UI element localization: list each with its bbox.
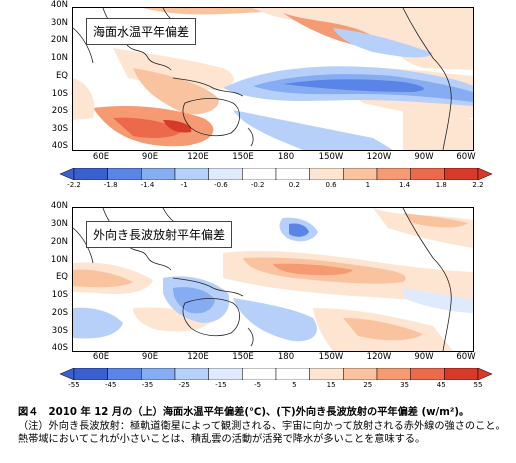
lat-label: 40S	[51, 343, 68, 353]
colorbar-swatch	[73, 368, 108, 380]
colorbar-swatch	[275, 368, 310, 380]
lat-label: 20N	[50, 35, 68, 45]
colorbar-swatch	[275, 168, 310, 180]
colorbar-swatch	[174, 168, 209, 180]
lat-label: 30S	[51, 124, 68, 134]
colorbar-arrow-low	[60, 168, 75, 180]
sst-colorbar	[60, 168, 492, 180]
colorbar-tick-label: 55	[473, 381, 483, 389]
colorbar-swatch	[376, 368, 411, 380]
lon-label: 180	[277, 152, 295, 162]
lat-label: 30N	[50, 18, 68, 28]
colorbar-tick-label: -35	[141, 381, 154, 389]
colorbar-tick-label: -5	[254, 381, 262, 389]
colorbar-swatch	[343, 368, 378, 380]
lon-label: 120E	[187, 352, 209, 362]
colorbar-tick-label: 45	[436, 381, 446, 389]
lat-label: 30N	[50, 219, 68, 229]
colorbar-swatch	[444, 368, 479, 380]
lon-label: 60W	[456, 152, 476, 162]
colorbar-arrow-high	[477, 168, 492, 180]
colorbar-swatch	[242, 168, 277, 180]
colorbar-tick-label: 1.4	[398, 181, 411, 189]
lat-label: EQ	[55, 71, 68, 81]
colorbar-tick-label: -2.2	[67, 181, 81, 189]
colorbar-tick-label: -0.2	[250, 181, 265, 189]
colorbar-swatch	[376, 168, 411, 180]
lon-label: 150E	[232, 152, 254, 162]
colorbar-swatch	[444, 168, 479, 180]
colorbar-tick-label: 0.2	[288, 181, 300, 189]
lat-label: 10S	[51, 290, 68, 300]
colorbar-tick-label: 2.2	[472, 181, 484, 189]
colorbar-tick-label: -45	[105, 381, 117, 389]
colorbar-tick-label: -1.8	[103, 181, 118, 189]
lon-label: 120W	[366, 352, 392, 362]
lon-label: 90W	[414, 352, 434, 362]
lon-label: 90E	[141, 152, 159, 162]
lon-label: 90W	[414, 152, 434, 162]
colorbar-swatch	[141, 368, 176, 380]
colorbar-tick-label: 5	[292, 381, 297, 389]
colorbar-swatch	[73, 168, 108, 180]
lon-label: 60E	[92, 352, 110, 362]
colorbar-tick-label: 0.6	[325, 181, 337, 189]
colorbar-tick-label: 1	[365, 181, 371, 189]
colorbar-arrow-low	[60, 368, 75, 380]
colorbar-tick-label: 35	[400, 381, 409, 389]
colorbar-tick-label: 25	[363, 381, 373, 389]
caption-head: 図４ 2010 年 12 月の（上）海面水温平年偏差(℃)、(下)外向き長波放射…	[18, 407, 470, 418]
lon-label: 120E	[187, 152, 209, 162]
olr-anomaly-map	[72, 207, 474, 352]
colorbar-arrow-high	[477, 368, 492, 380]
colorbar-swatch	[208, 368, 243, 380]
colorbar-tick-label: 1.8	[435, 181, 447, 189]
lat-label: EQ	[55, 272, 68, 282]
colorbar-swatch	[309, 168, 344, 180]
lat-label: 20N	[50, 237, 68, 247]
colorbar-tick-label: -25	[178, 381, 190, 389]
figure-caption: 図４ 2010 年 12 月の（上）海面水温平年偏差(℃)、(下)外向き長波放射…	[18, 406, 506, 447]
colorbar-tick-label: -15	[215, 381, 227, 389]
lat-label: 30S	[51, 326, 68, 336]
colorbar-swatch	[410, 368, 445, 380]
lat-label: 10S	[51, 89, 68, 99]
caption-note: （注）外向き長波放射：極軌道衛星によって観測される、宇宙に向かって放射される赤外…	[18, 420, 506, 446]
colorbar-tick-label: 15	[326, 381, 336, 389]
colorbar-tick-label: -0.6	[214, 181, 228, 189]
colorbar-swatch	[107, 168, 142, 180]
colorbar-tick-label: -55	[68, 381, 80, 389]
lat-label: 20S	[51, 106, 68, 116]
colorbar-swatch	[410, 168, 445, 180]
colorbar-tick-label: -1	[180, 181, 188, 189]
colorbar-swatch	[141, 168, 176, 180]
lat-label: 40N	[50, 0, 68, 10]
lon-label: 60W	[456, 352, 476, 362]
lat-label: 10N	[50, 255, 68, 265]
lon-label: 120W	[366, 152, 392, 162]
lon-label: 150W	[318, 352, 344, 362]
colorbar-swatch	[343, 168, 378, 180]
colorbar-tick-label: -1.4	[140, 181, 155, 189]
lat-label: 40S	[51, 141, 68, 151]
colorbar-swatch	[208, 168, 243, 180]
colorbar-swatch	[107, 368, 142, 380]
lon-label: 150E	[232, 352, 254, 362]
colorbar-swatch	[309, 368, 344, 380]
colorbar-swatch	[242, 368, 277, 380]
lon-label: 180	[277, 352, 295, 362]
lat-label: 20S	[51, 308, 68, 318]
olr-colorbar	[60, 368, 492, 380]
lon-label: 60E	[92, 152, 110, 162]
lon-label: 150W	[318, 152, 344, 162]
lat-label: 40N	[50, 201, 68, 211]
olr-map-title: 外向き長波放射平年偏差	[86, 221, 233, 248]
colorbar-swatch	[174, 368, 209, 380]
sst-map-title: 海面水温平年偏差	[86, 18, 197, 45]
lon-label: 90E	[141, 352, 159, 362]
lat-label: 10N	[50, 53, 68, 63]
